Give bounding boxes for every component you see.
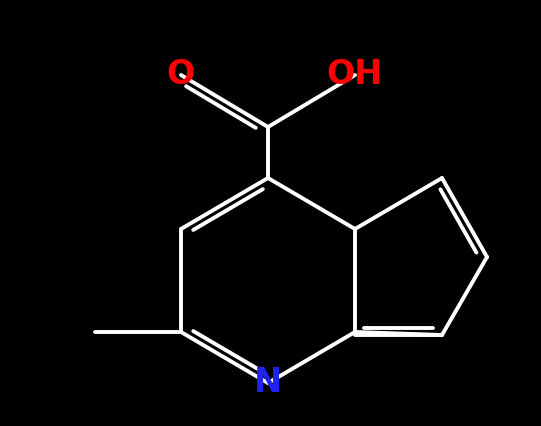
Text: O: O [167,58,195,92]
Text: OH: OH [327,58,383,92]
Text: N: N [254,366,282,400]
